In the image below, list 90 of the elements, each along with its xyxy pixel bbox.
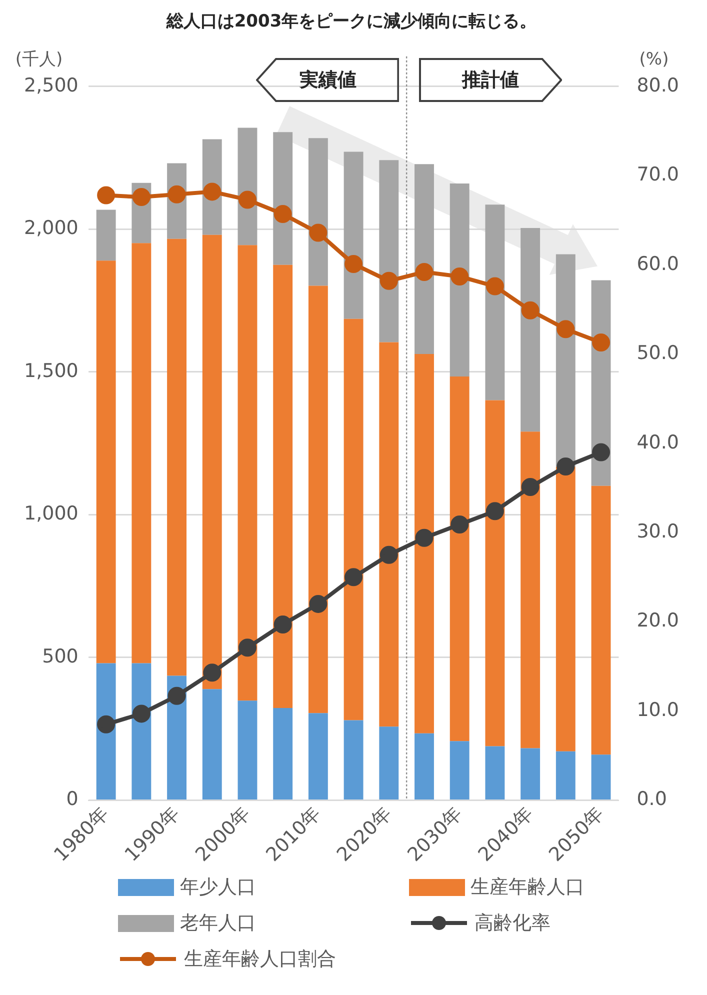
bar <box>379 726 399 800</box>
bar <box>308 138 328 286</box>
point <box>238 638 256 657</box>
y-tick-label: 500 <box>42 645 78 668</box>
y-tick-label: 1,500 <box>24 360 78 382</box>
bar <box>485 400 505 746</box>
point <box>97 715 116 734</box>
bar <box>202 689 222 800</box>
y-tick-label: 1,000 <box>24 502 78 525</box>
bar <box>344 152 364 319</box>
bar <box>238 700 258 800</box>
legend-label: 年少人口 <box>180 875 256 900</box>
point <box>168 185 186 204</box>
point <box>486 277 504 296</box>
y2-tick-label: 10.0 <box>636 698 680 721</box>
point <box>97 186 116 204</box>
point <box>486 502 504 520</box>
bar <box>344 720 364 800</box>
legend-label: 生産年齢人口割合 <box>184 947 336 972</box>
bar <box>520 748 540 800</box>
y2-tick-label: 20.0 <box>636 610 680 632</box>
y-tick-label: 0 <box>66 788 78 810</box>
bar <box>167 238 186 676</box>
bar <box>591 754 611 800</box>
bar <box>96 210 116 261</box>
bar <box>96 260 116 664</box>
bar <box>308 286 328 714</box>
bar <box>414 354 434 734</box>
point <box>309 224 328 242</box>
point <box>450 267 469 286</box>
point <box>592 333 610 352</box>
point <box>132 188 150 206</box>
bar <box>379 342 399 727</box>
point <box>556 458 575 476</box>
y2-tick-label: 30.0 <box>636 520 680 542</box>
point <box>415 528 434 547</box>
bar <box>414 164 434 354</box>
bar <box>450 376 470 742</box>
bar <box>202 234 222 690</box>
point <box>274 205 292 223</box>
y2-axis-title: (%) <box>639 49 669 70</box>
bar <box>556 751 576 800</box>
bar <box>344 318 364 720</box>
point <box>556 320 575 338</box>
legend-label: 生産年齢人口 <box>470 875 584 900</box>
point <box>203 182 222 201</box>
y2-tick-label: 0.0 <box>636 788 667 810</box>
point <box>274 615 292 634</box>
bar <box>238 245 258 701</box>
point <box>238 190 256 209</box>
point <box>450 516 469 534</box>
point <box>521 301 540 320</box>
point <box>309 594 328 613</box>
point <box>380 272 398 290</box>
y2-tick-label: 60.0 <box>636 252 680 275</box>
bar <box>414 733 434 800</box>
y2-tick-label: 80.0 <box>636 74 680 96</box>
bar <box>520 228 540 432</box>
bar <box>591 486 611 755</box>
y2-tick-label: 70.0 <box>636 164 680 186</box>
bar <box>132 243 152 664</box>
point <box>592 443 610 462</box>
y2-tick-label: 50.0 <box>636 342 680 364</box>
point <box>380 546 398 564</box>
point <box>203 664 222 682</box>
y-tick-label: 2,000 <box>24 217 78 240</box>
bar <box>273 708 293 800</box>
bar <box>556 466 576 752</box>
y-tick-label: 2,500 <box>24 74 78 96</box>
bar <box>520 432 540 748</box>
bar <box>308 713 328 800</box>
bar <box>379 160 399 342</box>
bar <box>96 663 116 800</box>
bar <box>450 183 470 377</box>
point <box>168 686 186 705</box>
bar <box>485 746 505 800</box>
bar <box>485 204 505 400</box>
y-axis-title: (千人) <box>15 49 63 70</box>
bar <box>450 741 470 800</box>
point <box>344 568 363 586</box>
point <box>521 478 540 496</box>
point <box>415 263 434 281</box>
point <box>132 704 150 723</box>
legend-label: 高齢化率 <box>474 911 550 936</box>
y2-tick-label: 40.0 <box>636 431 680 454</box>
chart-title: 総人口は2003年をピークに減少傾向に転じる。 <box>165 12 537 32</box>
bar <box>273 264 293 708</box>
bar <box>132 663 152 800</box>
point <box>344 254 363 273</box>
legend-label: 老年人口 <box>180 911 256 936</box>
